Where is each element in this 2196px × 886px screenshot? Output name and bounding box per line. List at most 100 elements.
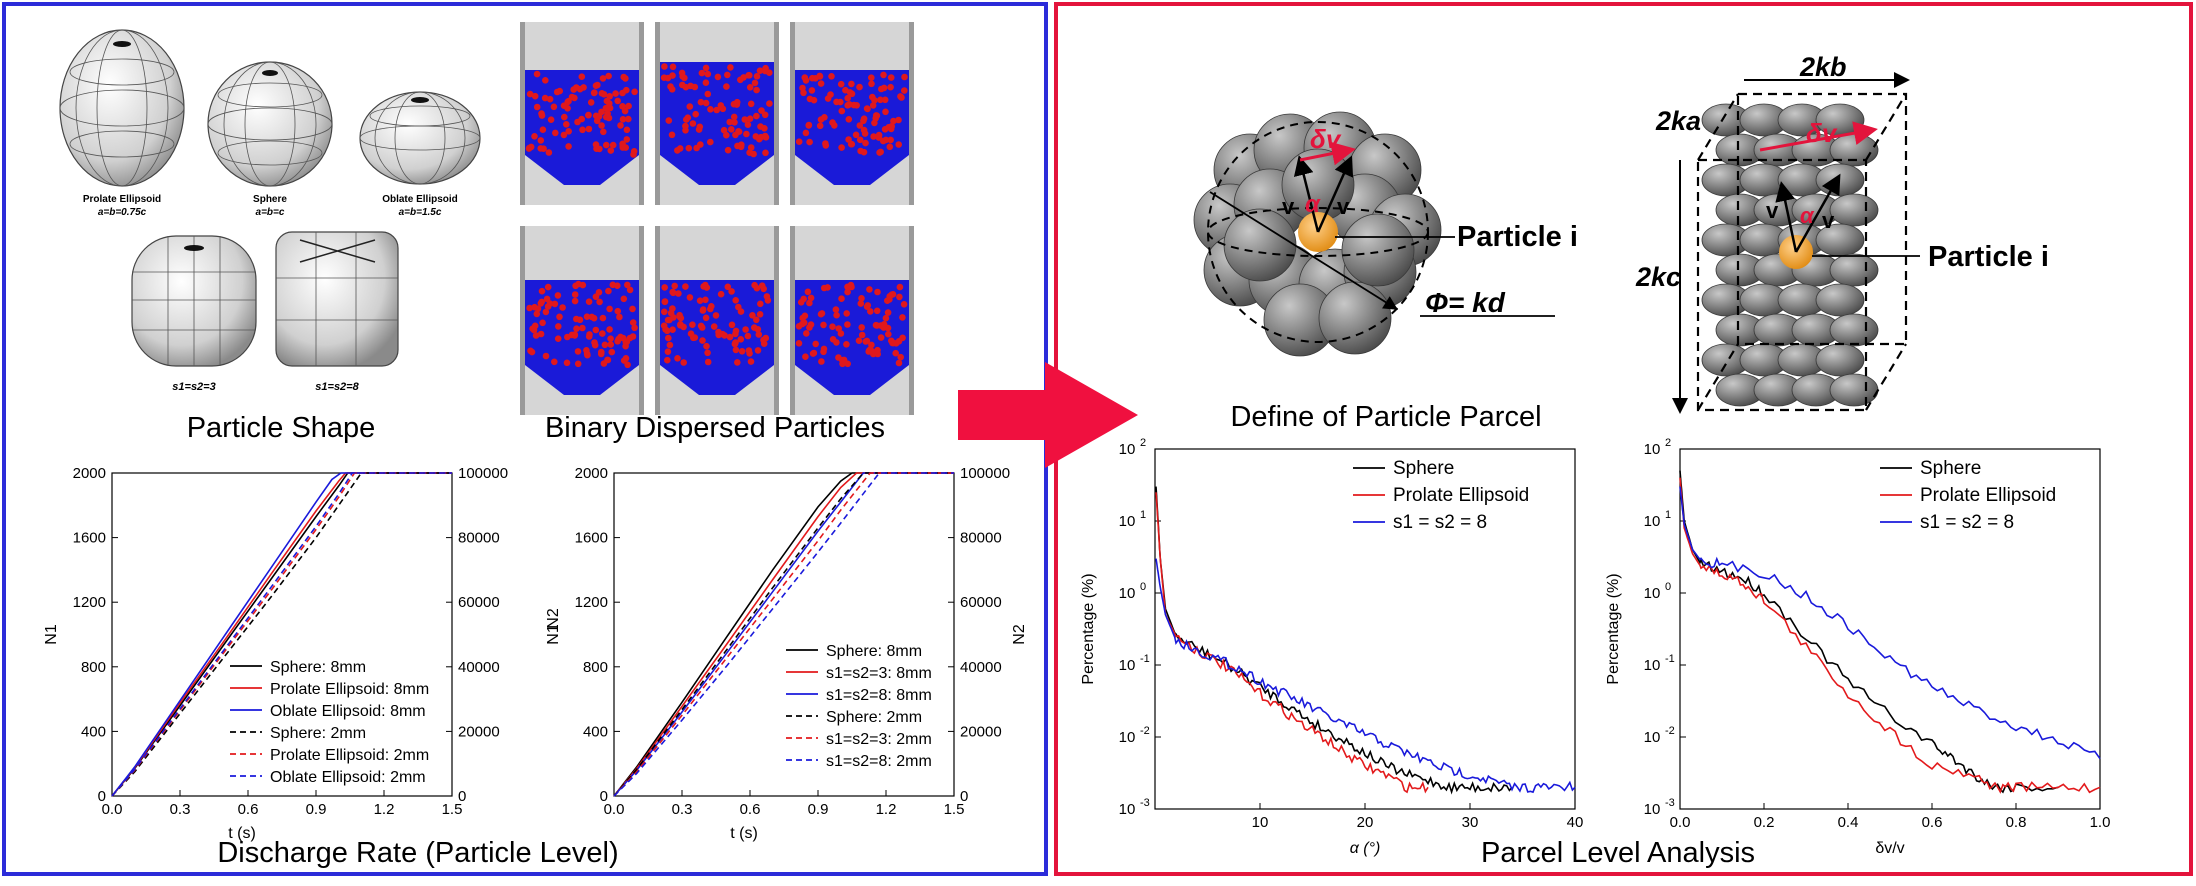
red-particle	[733, 98, 741, 106]
red-particle	[631, 324, 638, 332]
red-particle	[592, 326, 600, 334]
y-axis-label: N1	[545, 624, 562, 645]
red-particle	[564, 333, 571, 341]
red-particle	[863, 105, 871, 112]
red-particle	[829, 323, 836, 331]
red-particle	[695, 126, 703, 133]
y-tick-label: 800	[81, 659, 106, 676]
red-particle	[846, 101, 853, 108]
x-tick-label: 1.0	[2090, 814, 2111, 831]
y-tick-label: 10	[1644, 801, 1661, 818]
red-particle	[848, 90, 856, 98]
red-particle	[661, 308, 668, 316]
red-particle	[874, 288, 881, 296]
red-particle	[746, 115, 754, 122]
red-particle	[824, 95, 832, 102]
grey-ellipsoid	[1815, 283, 1865, 317]
hopper-wall	[774, 22, 779, 205]
y2-tick-label: 100000	[960, 465, 1010, 482]
red-particle	[573, 325, 580, 333]
oblate-ellipsoid-icon	[359, 91, 481, 185]
red-particle	[895, 141, 902, 148]
red-particle	[843, 341, 850, 348]
grey-particle	[1341, 213, 1415, 287]
red-particle	[866, 286, 873, 293]
parcel-sphere-diagram: δv α v v Particle i Φ= kd	[1193, 111, 1578, 357]
red-particle	[858, 295, 865, 302]
red-particle	[555, 323, 562, 330]
red-particle	[543, 295, 551, 303]
red-particle	[544, 283, 552, 291]
red-particle	[630, 151, 637, 158]
hopper-outlet	[699, 185, 735, 205]
red-particle	[895, 359, 903, 367]
series-line-1	[1155, 492, 1429, 794]
red-particle	[899, 314, 906, 321]
red-particle	[749, 312, 756, 319]
y-tick-exponent: 0	[1140, 581, 1146, 593]
y-tick-label: 800	[583, 659, 608, 676]
x-axis-label: α (°)	[1350, 840, 1381, 857]
hopper-wall	[774, 226, 779, 415]
parcel-box-diagram: 2kb 2ka 2kc δv α v v Particle i	[1635, 52, 2049, 414]
red-particle	[881, 126, 889, 133]
red-particle	[551, 300, 559, 308]
red-particle	[527, 143, 535, 151]
red-particle	[710, 323, 718, 330]
hopper-wall	[909, 22, 914, 205]
particle-shapes: Prolate Ellipsoid a=b=0.75c Sphere a=b=c…	[59, 29, 481, 393]
series-line-2	[111, 472, 452, 797]
red-particle	[614, 307, 622, 315]
discharge-chart-2: 0.0 0.3 0.6 0.9 1.2 1.50400800120016002000020…	[545, 465, 1028, 842]
red-particle	[832, 306, 840, 313]
y-tick-label: 10	[1119, 801, 1136, 818]
red-particle	[623, 86, 630, 94]
red-particle	[730, 113, 738, 121]
hopper-wall	[909, 226, 914, 415]
diameter-arrow	[1209, 191, 1399, 310]
red-particle	[820, 321, 827, 329]
red-particle	[526, 304, 533, 312]
box-v-label: v	[1822, 208, 1835, 233]
red-particle	[692, 110, 699, 118]
red-particle	[585, 333, 593, 340]
hopper-blue-bed	[795, 280, 909, 395]
red-particle	[707, 138, 714, 146]
red-particle	[896, 293, 903, 301]
red-particle	[888, 122, 895, 130]
red-particle	[875, 134, 883, 141]
y-tick-label: 1600	[73, 530, 106, 547]
legend-label: Sphere: 8mm	[270, 659, 366, 676]
red-particle	[877, 334, 885, 341]
x-tick-label: 40	[1567, 814, 1584, 831]
red-particle	[762, 334, 770, 342]
red-particle	[592, 141, 600, 148]
hopper-outlet	[834, 395, 870, 415]
red-particle	[563, 359, 571, 367]
red-particle	[887, 136, 894, 144]
y2-tick-label: 80000	[458, 530, 500, 547]
red-particle	[732, 346, 740, 354]
red-particle	[728, 321, 736, 329]
red-particle	[608, 348, 616, 356]
red-particle	[542, 352, 550, 360]
x-tick-label: 20	[1357, 814, 1374, 831]
red-particle	[806, 324, 813, 331]
red-particle	[723, 131, 730, 139]
grey-ellipsoid	[1829, 313, 1879, 347]
red-particle	[526, 90, 534, 98]
red-particle	[732, 297, 739, 304]
red-particle	[697, 322, 705, 330]
grey-ellipsoid	[1815, 163, 1865, 197]
velocity-arrow	[1316, 155, 1354, 233]
red-particle	[614, 97, 621, 105]
red-particle	[848, 80, 855, 88]
red-particle	[539, 126, 547, 133]
red-particle	[595, 113, 603, 120]
red-particle	[669, 326, 676, 334]
red-particle	[538, 298, 545, 306]
red-particle	[738, 348, 746, 355]
red-particle	[689, 321, 696, 329]
box-particle-i-label: Particle i	[1928, 241, 2049, 273]
